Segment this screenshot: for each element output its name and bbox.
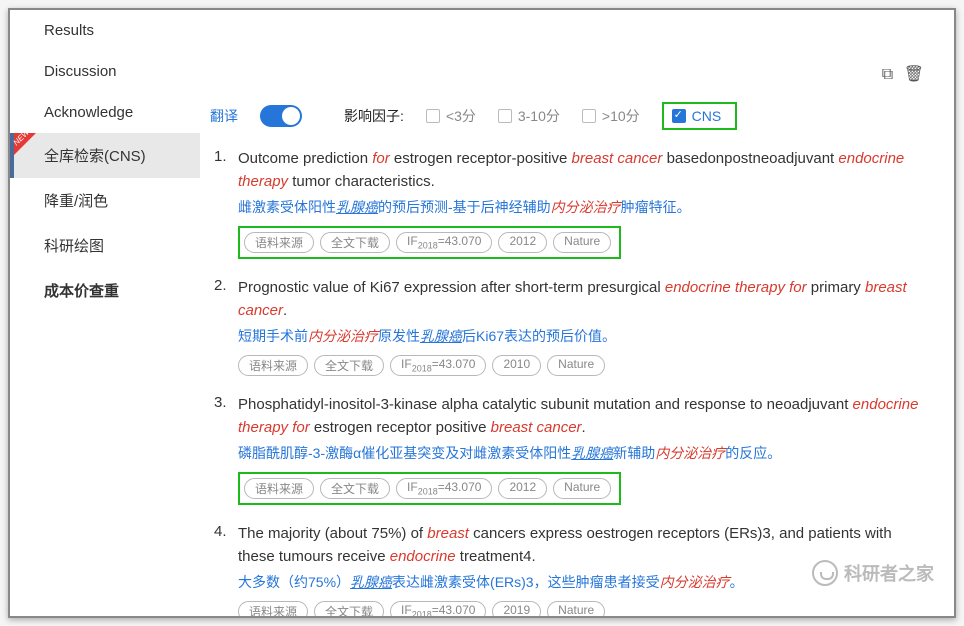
translate-toggle[interactable] [260,105,302,127]
result-body: Prognostic value of Ki67 expression afte… [238,277,926,376]
tag-download[interactable]: 全文下载 [320,478,390,499]
result-tags: 语料来源全文下载 IF2018=43.070 2012 Nature [238,226,621,259]
filter-lt3[interactable]: <3分 [426,106,476,126]
result-number: 2. [214,277,238,376]
tag-download[interactable]: 全文下载 [314,601,384,616]
tag-journal[interactable]: Nature [547,355,605,376]
tag-source[interactable]: 语料来源 [238,355,308,376]
main-content: ⧉ 🗑 翻译 影响因子: <3分 3-10分 >10分 CNS 1.Outcom… [200,10,954,616]
result-number: 4. [214,523,238,616]
result-title[interactable]: Outcome prediction for estrogen receptor… [238,148,926,193]
new-badge: NEW [14,133,36,155]
sidebar-item[interactable]: 科研绘图 [10,223,200,268]
sidebar: ResultsDiscussionAcknowledge全库检索(CNS)NEW… [10,10,200,616]
delete-icon[interactable]: 🗑 [904,66,924,83]
results-list: 1.Outcome prediction for estrogen recept… [210,148,930,616]
copy-icon[interactable]: ⧉ [882,66,893,83]
result-body: Phosphatidyl-inositol-3-kinase alpha cat… [238,394,926,505]
result-item: 3.Phosphatidyl-inositol-3-kinase alpha c… [214,394,926,505]
result-translation: 雌激素受体阳性乳腺癌的预后预测-基于后神经辅助内分泌治疗肿瘤特征。 [238,197,926,218]
result-tags: 语料来源全文下载 IF2018=43.070 2012 Nature [238,472,621,505]
sidebar-item[interactable]: Results [10,10,200,51]
tag-source[interactable]: 语料来源 [238,601,308,616]
result-item: 2.Prognostic value of Ki67 expression af… [214,277,926,376]
top-icon-bar: ⧉ 🗑 [210,10,930,92]
tag-if[interactable]: IF2018=43.070 [396,478,492,499]
tag-journal[interactable]: Nature [553,232,611,253]
sidebar-item[interactable]: 全库检索(CNS)NEW [10,133,200,178]
result-tags: 语料来源全文下载 IF2018=43.070 2019 Nature [238,601,926,616]
result-number: 1. [214,148,238,259]
tag-source[interactable]: 语料来源 [244,232,314,253]
watermark: 科研者之家 [812,560,934,586]
result-title[interactable]: Prognostic value of Ki67 expression afte… [238,277,926,322]
result-item: 1.Outcome prediction for estrogen recept… [214,148,926,259]
tag-year[interactable]: 2019 [492,601,541,616]
tag-download[interactable]: 全文下载 [314,355,384,376]
tag-download[interactable]: 全文下载 [320,232,390,253]
result-title[interactable]: Phosphatidyl-inositol-3-kinase alpha cat… [238,394,926,439]
result-body: Outcome prediction for estrogen receptor… [238,148,926,259]
tag-journal[interactable]: Nature [547,601,605,616]
impact-factor-label: 影响因子: [344,106,404,126]
filter-cns-label: CNS [692,108,722,124]
tag-if[interactable]: IF2018=43.070 [396,232,492,253]
filter-bar: 翻译 影响因子: <3分 3-10分 >10分 CNS [210,92,930,148]
filter-cns-checkbox[interactable] [672,109,686,123]
tag-if[interactable]: IF2018=43.070 [390,355,486,376]
result-number: 3. [214,394,238,505]
tag-year[interactable]: 2010 [492,355,541,376]
watermark-icon [812,560,838,586]
filter-gt10[interactable]: >10分 [582,106,640,126]
app-frame: ResultsDiscussionAcknowledge全库检索(CNS)NEW… [8,8,956,618]
sidebar-item[interactable]: Discussion [10,51,200,92]
sidebar-item[interactable]: Acknowledge [10,92,200,133]
tag-if[interactable]: IF2018=43.070 [390,601,486,616]
sidebar-item[interactable]: 成本价查重 [10,268,200,313]
tag-journal[interactable]: Nature [553,478,611,499]
translate-label: 翻译 [210,106,238,126]
tag-year[interactable]: 2012 [498,478,547,499]
result-translation: 短期手术前内分泌治疗原发性乳腺癌后Ki67表达的预后价值。 [238,326,926,347]
tag-year[interactable]: 2012 [498,232,547,253]
filter-3-10[interactable]: 3-10分 [498,106,560,126]
sidebar-item[interactable]: 降重/润色 [10,178,200,223]
tag-source[interactable]: 语料来源 [244,478,314,499]
result-translation: 磷脂酰肌醇-3-激酶α催化亚基突变及对雌激素受体阳性乳腺癌新辅助内分泌治疗的反应… [238,443,926,464]
result-tags: 语料来源全文下载 IF2018=43.070 2010 Nature [238,355,926,376]
filter-cns-highlight: CNS [662,102,738,130]
